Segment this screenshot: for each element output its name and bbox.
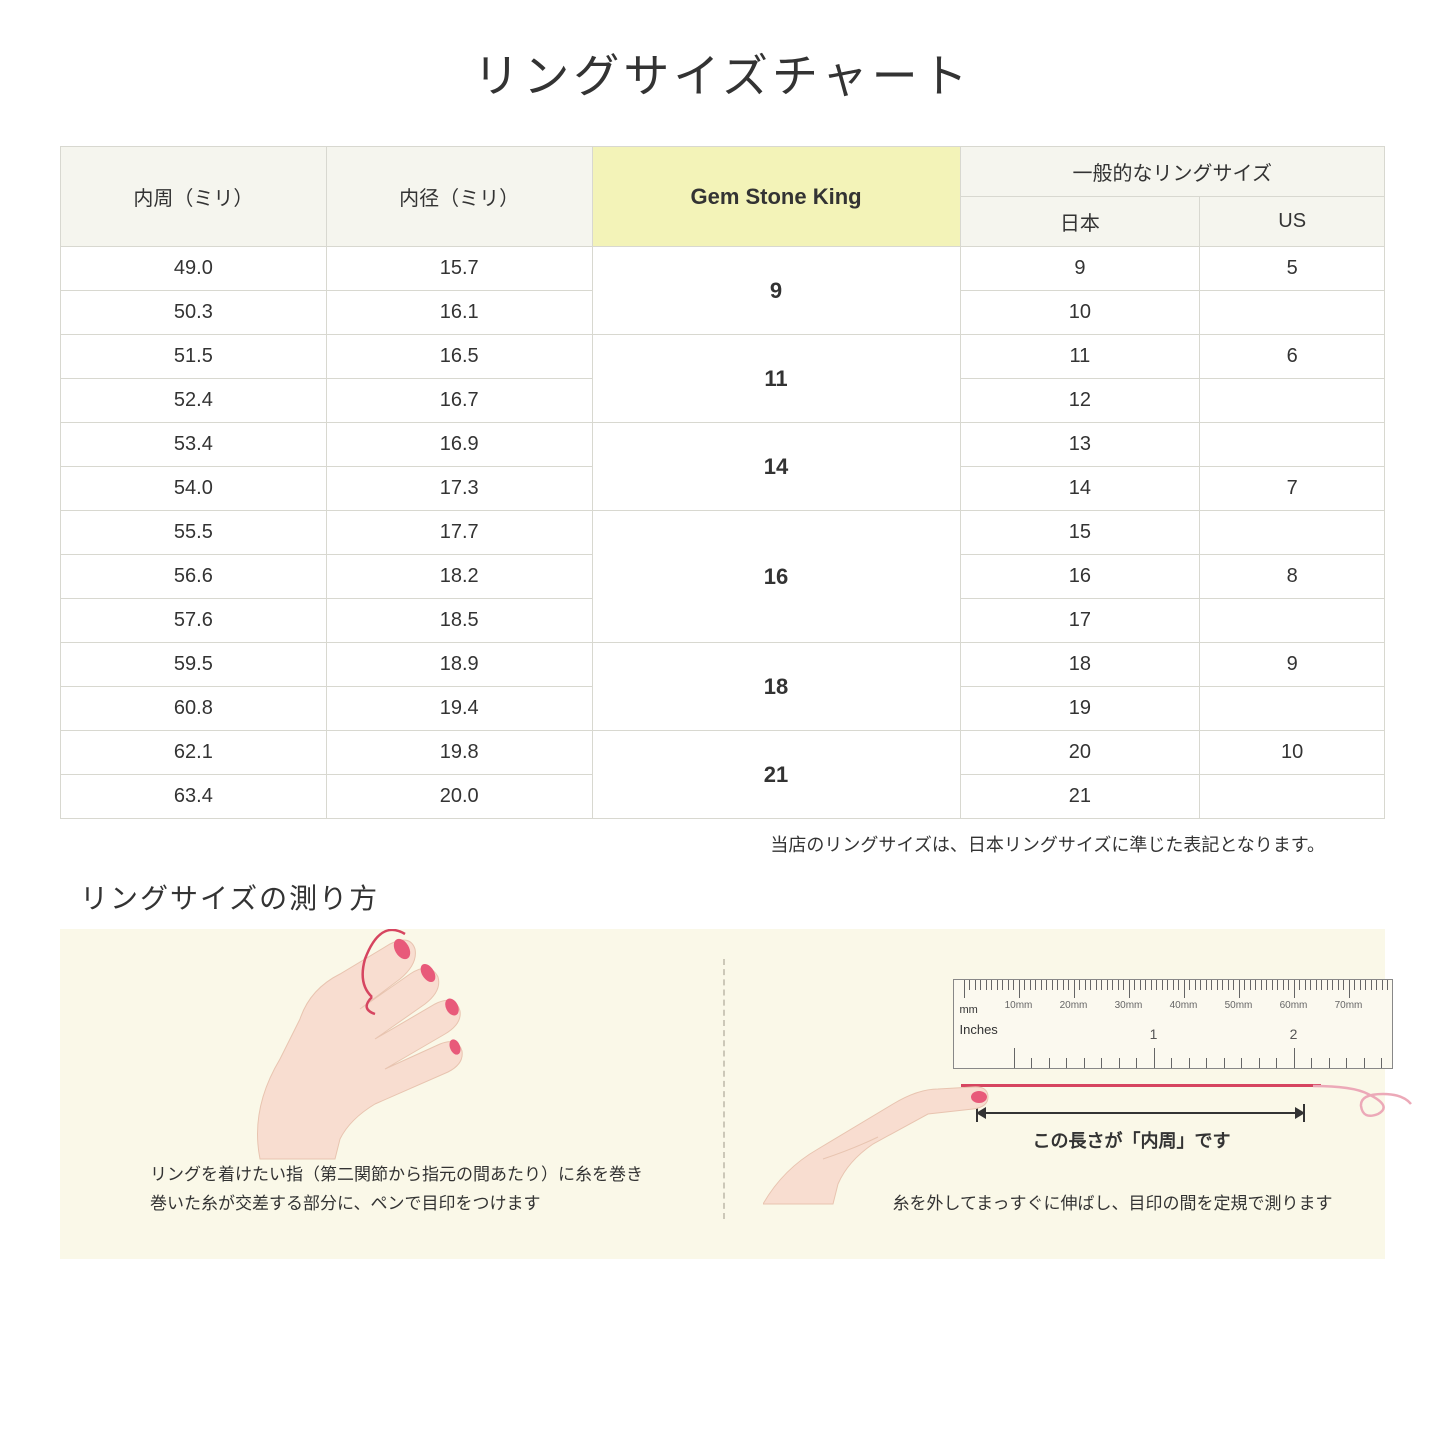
arrow-label: この長さが「内周」です bbox=[1033, 1127, 1231, 1153]
ruler-inches-label: Inches bbox=[960, 1022, 998, 1037]
cell-diameter: 19.8 bbox=[326, 731, 592, 775]
cell-diameter: 17.7 bbox=[326, 511, 592, 555]
ruler-illustration: 10mm20mm30mm40mm50mm60mm70mm12 mm Inches bbox=[953, 979, 1393, 1069]
size-chart-table: 内周（ミリ） 内径（ミリ） Gem Stone King 一般的なリングサイズ … bbox=[60, 146, 1385, 819]
cell-japan: 13 bbox=[960, 423, 1200, 467]
cell-us: 7 bbox=[1200, 467, 1385, 511]
cell-us bbox=[1200, 775, 1385, 819]
cell-gsk: 11 bbox=[592, 335, 960, 423]
cell-circumference: 54.0 bbox=[61, 467, 327, 511]
cell-japan: 16 bbox=[960, 555, 1200, 599]
cell-circumference: 50.3 bbox=[61, 291, 327, 335]
table-row: 62.119.8212010 bbox=[61, 731, 1385, 775]
cell-diameter: 16.1 bbox=[326, 291, 592, 335]
table-row: 51.516.511116 bbox=[61, 335, 1385, 379]
cell-us bbox=[1200, 599, 1385, 643]
cell-us: 6 bbox=[1200, 335, 1385, 379]
cell-gsk: 21 bbox=[592, 731, 960, 819]
hand-wrap-illustration bbox=[210, 929, 550, 1169]
cell-circumference: 52.4 bbox=[61, 379, 327, 423]
cell-diameter: 19.4 bbox=[326, 687, 592, 731]
col-us: US bbox=[1200, 197, 1385, 247]
cell-us bbox=[1200, 291, 1385, 335]
cell-japan: 17 bbox=[960, 599, 1200, 643]
cell-diameter: 17.3 bbox=[326, 467, 592, 511]
col-circumference: 内周（ミリ） bbox=[61, 147, 327, 247]
table-body: 49.015.799550.316.11051.516.51111652.416… bbox=[61, 247, 1385, 819]
cell-circumference: 63.4 bbox=[61, 775, 327, 819]
col-japan: 日本 bbox=[960, 197, 1200, 247]
cell-circumference: 60.8 bbox=[61, 687, 327, 731]
ruler-mm-label: mm bbox=[960, 1004, 978, 1016]
cell-circumference: 49.0 bbox=[61, 247, 327, 291]
cell-japan: 11 bbox=[960, 335, 1200, 379]
col-gsk: Gem Stone King bbox=[592, 147, 960, 247]
cell-us: 10 bbox=[1200, 731, 1385, 775]
instruction-left-text: リングを着けたい指（第二関節から指元の間あたり）に糸を巻き 巻いた糸が交差する部… bbox=[150, 1161, 710, 1219]
measure-subtitle: リングサイズの測り方 bbox=[80, 877, 1385, 917]
cell-us bbox=[1200, 423, 1385, 467]
table-note: 当店のリングサイズは、日本リングサイズに準じた表記となります。 bbox=[60, 831, 1365, 857]
string-curl bbox=[1313, 1064, 1413, 1124]
cell-japan: 14 bbox=[960, 467, 1200, 511]
cell-circumference: 55.5 bbox=[61, 511, 327, 555]
instruction-right-text: 糸を外してまっすぐに伸ばし、目印の間を定規で測ります bbox=[863, 1190, 1363, 1219]
cell-us bbox=[1200, 511, 1385, 555]
instruction-right-panel: 10mm20mm30mm40mm50mm60mm70mm12 mm Inches… bbox=[723, 949, 1346, 1229]
cell-diameter: 20.0 bbox=[326, 775, 592, 819]
hand-point-illustration bbox=[763, 1049, 1003, 1209]
cell-japan: 9 bbox=[960, 247, 1200, 291]
cell-japan: 15 bbox=[960, 511, 1200, 555]
cell-us: 8 bbox=[1200, 555, 1385, 599]
cell-gsk: 18 bbox=[592, 643, 960, 731]
instructions-panel: リングを着けたい指（第二関節から指元の間あたり）に糸を巻き 巻いた糸が交差する部… bbox=[60, 929, 1385, 1259]
cell-circumference: 56.6 bbox=[61, 555, 327, 599]
cell-gsk: 9 bbox=[592, 247, 960, 335]
cell-diameter: 15.7 bbox=[326, 247, 592, 291]
cell-japan: 18 bbox=[960, 643, 1200, 687]
cell-diameter: 16.7 bbox=[326, 379, 592, 423]
table-row: 53.416.91413 bbox=[61, 423, 1385, 467]
cell-us bbox=[1200, 687, 1385, 731]
cell-circumference: 53.4 bbox=[61, 423, 327, 467]
cell-circumference: 51.5 bbox=[61, 335, 327, 379]
cell-circumference: 62.1 bbox=[61, 731, 327, 775]
instruction-left-panel: リングを着けたい指（第二関節から指元の間あたり）に糸を巻き 巻いた糸が交差する部… bbox=[100, 949, 723, 1229]
cell-diameter: 18.5 bbox=[326, 599, 592, 643]
cell-us: 5 bbox=[1200, 247, 1385, 291]
cell-us bbox=[1200, 379, 1385, 423]
cell-diameter: 16.5 bbox=[326, 335, 592, 379]
table-row: 55.517.71615 bbox=[61, 511, 1385, 555]
cell-diameter: 18.2 bbox=[326, 555, 592, 599]
cell-japan: 19 bbox=[960, 687, 1200, 731]
cell-circumference: 59.5 bbox=[61, 643, 327, 687]
cell-circumference: 57.6 bbox=[61, 599, 327, 643]
col-diameter: 内径（ミリ） bbox=[326, 147, 592, 247]
cell-diameter: 16.9 bbox=[326, 423, 592, 467]
string-line bbox=[961, 1084, 1321, 1087]
table-row: 49.015.7995 bbox=[61, 247, 1385, 291]
cell-japan: 20 bbox=[960, 731, 1200, 775]
page-title: リングサイズチャート bbox=[60, 40, 1385, 106]
cell-japan: 12 bbox=[960, 379, 1200, 423]
cell-diameter: 18.9 bbox=[326, 643, 592, 687]
cell-japan: 10 bbox=[960, 291, 1200, 335]
cell-gsk: 14 bbox=[592, 423, 960, 511]
cell-us: 9 bbox=[1200, 643, 1385, 687]
cell-gsk: 16 bbox=[592, 511, 960, 643]
cell-japan: 21 bbox=[960, 775, 1200, 819]
table-row: 59.518.918189 bbox=[61, 643, 1385, 687]
col-general: 一般的なリングサイズ bbox=[960, 147, 1384, 197]
